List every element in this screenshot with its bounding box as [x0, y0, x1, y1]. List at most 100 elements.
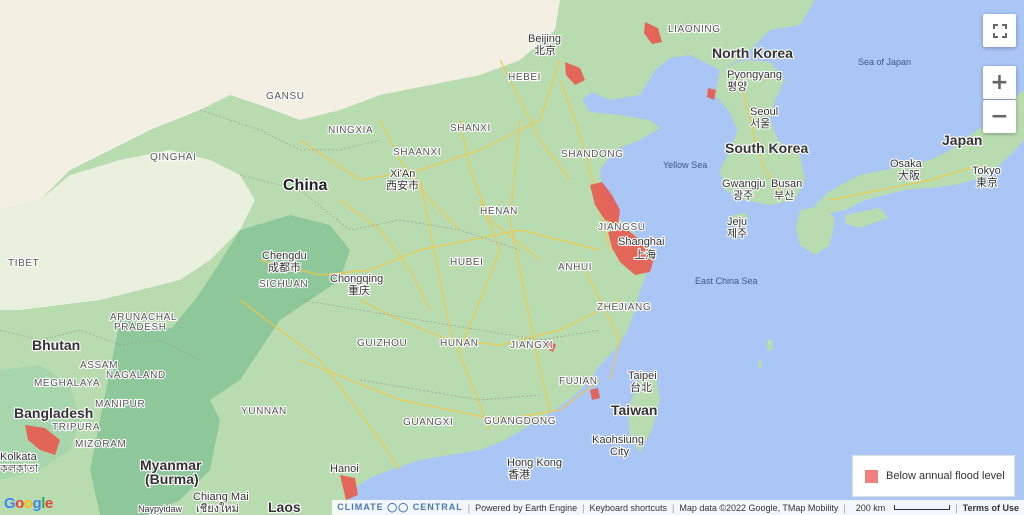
tibet-plateau — [0, 150, 255, 310]
map-labels: China North Korea South Korea Japan Bhut… — [0, 23, 1002, 515]
label-pyongyang: Pyongyang — [727, 69, 782, 81]
label-qinghai: QINGHAI — [150, 152, 196, 163]
label-manipur: MANIPUR — [95, 399, 145, 410]
label-taiwan: Taiwan — [611, 402, 657, 418]
zoom-in-button[interactable]: + — [983, 66, 1016, 99]
fullscreen-button[interactable] — [983, 14, 1016, 47]
plus-icon: + — [990, 70, 1009, 95]
label-kaohsiung-2: City — [610, 446, 629, 458]
label-nagaland: NAGALAND — [106, 370, 166, 381]
bangladesh-lowland — [0, 365, 80, 480]
label-myanmar-alt: (Burma) — [145, 471, 199, 487]
terms-of-use-link[interactable]: Terms of Use — [962, 502, 1019, 513]
label-tibet: TIBET — [8, 258, 39, 269]
plateau-region — [0, 0, 560, 210]
label-shanghai: Shanghai — [618, 236, 665, 248]
map-data-credit: Map data ©2022 Google, TMap Mobility — [679, 502, 839, 513]
label-pyongyang-kr: 평양 — [727, 80, 747, 93]
label-jeju-kr: 제주 — [727, 227, 747, 240]
road-network — [239, 59, 981, 471]
label-jiangxi: JIANGXI — [510, 340, 553, 351]
label-east-china-sea: East China Sea — [695, 276, 758, 286]
label-taipei-cn: 台北 — [630, 380, 652, 394]
label-sichuan: SICHUAN — [259, 279, 308, 290]
legend-label: Below annual flood level — [886, 470, 1005, 482]
powered-by-link[interactable]: Powered by Earth Engine — [475, 502, 578, 513]
label-bangladesh: Bangladesh — [14, 405, 93, 421]
label-ningxia: NINGXIA — [328, 125, 373, 136]
label-chongqing-cn: 重庆 — [348, 283, 370, 297]
label-chiangmai: Chiang Mai — [193, 491, 249, 503]
label-chiangmai-th: เชียงใหม่ — [196, 502, 239, 515]
label-kaohsiung: Kaohsiung — [592, 434, 644, 446]
label-beijing: Beijing — [528, 33, 561, 45]
label-gansu: GANSU — [266, 91, 305, 102]
label-myanmar: Myanmar — [140, 457, 202, 473]
japan-kyushu — [796, 205, 835, 255]
mountain-region — [160, 215, 350, 400]
label-arunachal-2: PRADESH — [114, 322, 167, 333]
label-beijing-cn: 北京 — [534, 43, 556, 57]
label-kolkata: Kolkata — [0, 451, 38, 463]
label-seoul-kr: 서울 — [750, 117, 770, 130]
label-hanoi: Hanoi — [330, 463, 359, 475]
label-bhutan: Bhutan — [32, 337, 80, 353]
label-guangdong: GUANGDONG — [484, 416, 556, 427]
label-yellow-sea: Yellow Sea — [663, 160, 707, 170]
label-tokyo-jp: 東京 — [976, 175, 998, 189]
scale-label: 200 km — [855, 502, 886, 513]
label-xian-cn: 西安市 — [386, 178, 419, 192]
label-laos: Laos — [268, 499, 301, 515]
label-fujian: FUJIAN — [559, 376, 598, 387]
map-attribution-bar: CLIMATE ◯◯ CENTRAL | Powered by Earth En… — [332, 500, 1024, 515]
label-south-korea: South Korea — [725, 140, 808, 156]
legend-swatch — [865, 469, 878, 483]
label-anhui: ANHUI — [558, 262, 592, 273]
label-taipei: Taipei — [628, 370, 657, 382]
label-busan-kr: 부산 — [774, 189, 794, 202]
label-jeju: Jeju — [727, 216, 747, 228]
label-sea-of-japan: Sea of Japan — [858, 57, 911, 67]
label-chengdu-cn: 成都市 — [268, 260, 301, 274]
label-shaanxi: SHAANXI — [393, 147, 441, 158]
map-legend: Below annual flood level — [852, 455, 1015, 497]
island — [758, 361, 762, 369]
flood-zones — [25, 22, 716, 500]
label-assam: ASSAM — [80, 360, 118, 371]
climate-central-logo[interactable]: CLIMATE ◯◯ CENTRAL — [337, 502, 463, 512]
jeju-island — [732, 213, 748, 221]
google-logo[interactable]: Google — [4, 495, 53, 512]
label-china: China — [283, 177, 328, 194]
label-arunachal: ARUNACHAL — [110, 312, 177, 323]
label-zhejiang: ZHEJIANG — [597, 302, 651, 313]
label-busan: Busan — [771, 178, 802, 190]
fullscreen-icon — [992, 23, 1007, 38]
zoom-out-button[interactable]: − — [983, 100, 1016, 133]
label-naypyidaw: Naypyidaw — [138, 504, 183, 514]
japan-honshu — [815, 90, 1024, 215]
label-tokyo: Tokyo — [972, 165, 1001, 177]
border-lines — [0, 109, 601, 401]
label-hongkong: Hong Kong — [507, 457, 562, 469]
label-yunnan: YUNNAN — [241, 406, 287, 417]
label-seoul: Seoul — [750, 106, 778, 118]
label-mizoram: MIZORAM — [75, 439, 126, 450]
japan-shikoku — [845, 208, 888, 228]
keyboard-shortcuts-link[interactable]: Keyboard shortcuts — [589, 502, 668, 513]
label-meghalaya: MEGHALAYA — [34, 378, 100, 389]
label-jiangsu: JIANGSU — [598, 222, 646, 233]
label-chongqing: Chongqing — [330, 273, 383, 285]
scale-indicator[interactable]: 200 km — [846, 503, 956, 513]
label-tripura: TRIPURA — [52, 422, 100, 433]
taiwan-island — [628, 375, 660, 452]
label-osaka: Osaka — [890, 158, 923, 170]
label-hongkong-cn: 香港 — [508, 468, 530, 481]
label-chengdu: Chengdu — [262, 250, 307, 262]
label-guangxi: GUANGXI — [403, 417, 453, 428]
label-shanxi: SHANXI — [450, 123, 491, 134]
label-henan: HENAN — [480, 206, 518, 217]
korea-peninsula — [715, 60, 805, 205]
scale-bar — [894, 505, 951, 510]
island — [767, 339, 773, 351]
